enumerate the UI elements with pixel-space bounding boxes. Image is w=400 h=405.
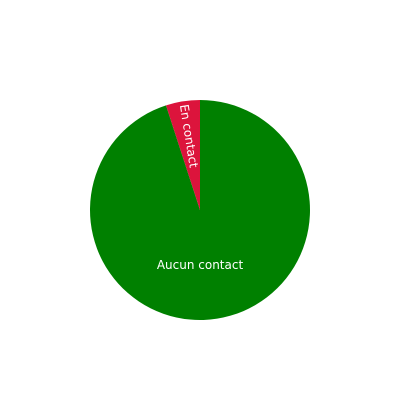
pie-slices <box>89 100 310 320</box>
pie-label-aucun-contact: Aucun contact <box>157 258 244 272</box>
pie-slice-en-contact <box>166 100 200 210</box>
